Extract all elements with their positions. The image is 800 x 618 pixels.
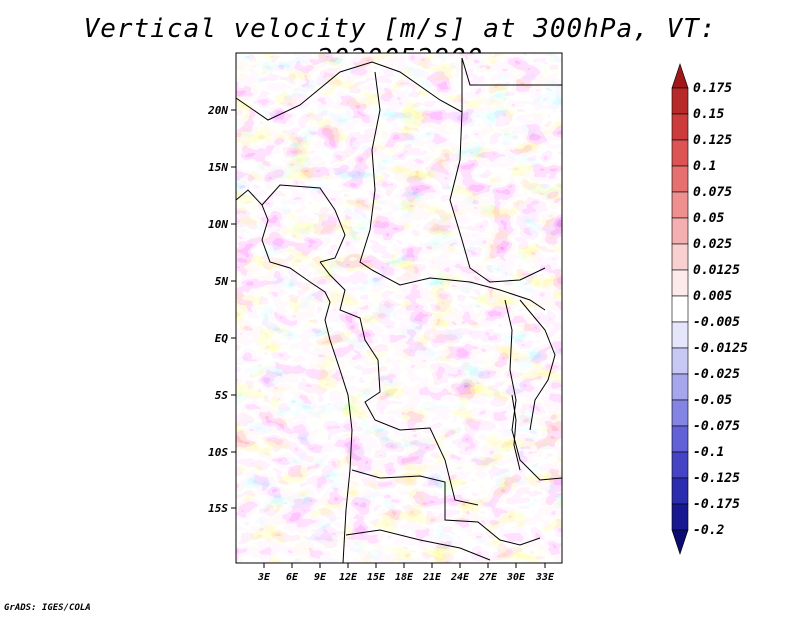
lon-tick-label: 21E (422, 572, 442, 583)
colorbar-swatch (671, 477, 689, 505)
lon-axis: 3E 6E 9E 12E 15E 18E 21E 24E 27E 30E 33E (257, 563, 555, 583)
colorbar-label: -0.0125 (693, 341, 748, 356)
colorbar-swatch (671, 321, 689, 349)
colorbar-swatch (671, 425, 689, 453)
colorbar-swatch (671, 191, 689, 219)
credit-label: GrADS: IGES/COLA (4, 603, 91, 613)
colorbar-swatch (671, 451, 689, 479)
colorbar-label: -0.125 (693, 471, 740, 486)
colorbar-swatch (671, 165, 689, 193)
colorbar-label: 0.075 (693, 185, 732, 200)
colorbar-swatch (671, 139, 689, 167)
border-congo (364, 359, 479, 506)
colorbar-swatch (671, 87, 689, 115)
colorbar-swatch (671, 295, 689, 323)
colorbar-min-arrow (671, 529, 689, 555)
colorbar-label: -0.05 (693, 393, 732, 408)
border-namibia (345, 529, 491, 561)
colorbar-label: 0.15 (693, 107, 724, 122)
colorbar-max-arrow (671, 63, 689, 89)
border-car (371, 269, 546, 311)
lon-tick-label: 6E (286, 572, 299, 583)
border-drc-east (504, 299, 562, 481)
lat-axis: 20N 15N 10N 5N EQ 5S 10S 15S (207, 104, 236, 515)
lon-tick-label: 15E (367, 572, 386, 583)
lat-tick-label: 15N (208, 161, 228, 174)
map-frame (235, 52, 563, 564)
country-borders (236, 57, 562, 563)
colorbar-label: -0.075 (693, 419, 740, 434)
colorbar-swatch (671, 373, 689, 401)
lat-tick-label: 20N (207, 104, 228, 117)
lon-tick-label: 12E (339, 572, 358, 583)
lon-tick-label: 27E (478, 572, 498, 583)
colorbar-swatch (671, 503, 689, 531)
lon-tick-label: 33E (535, 572, 555, 583)
colorbar-swatch (671, 243, 689, 271)
border-sudan (461, 57, 562, 112)
lat-tick-label: 10N (208, 218, 228, 231)
velocity-field (236, 53, 562, 563)
lat-tick-label: 5S (215, 389, 229, 402)
lat-tick-label: 15S (208, 502, 228, 515)
lon-tick-label: 24E (450, 572, 470, 583)
lon-tick-label: 9E (314, 572, 327, 583)
border-chad (359, 71, 381, 271)
border-lakes (511, 394, 521, 471)
border-sahara (236, 61, 463, 121)
colorbar-swatch (671, 399, 689, 427)
lat-tick-label: 10S (208, 446, 228, 459)
colorbar-label: 0.1 (693, 159, 716, 174)
colorbar-label: 0.0125 (693, 263, 740, 278)
colorbar-label: 0.005 (693, 289, 732, 304)
colorbar-label: -0.175 (693, 497, 740, 512)
border-angola-zambia (351, 469, 541, 546)
colorbar-swatch (671, 347, 689, 375)
colorbar-label: 0.025 (693, 237, 732, 252)
lon-tick-label: 30E (506, 572, 526, 583)
colorbar-label: -0.005 (693, 315, 740, 330)
colorbar-swatch (671, 113, 689, 141)
colorbar-swatch (671, 217, 689, 245)
colorbar: 0.175 0.15 0.125 0.1 0.075 0.05 0.025 0.0125 0.0… (671, 63, 748, 555)
lat-tick-label: 5N (215, 275, 229, 288)
border-nigeria (261, 184, 346, 263)
colorbar-label: -0.2 (693, 523, 724, 538)
colorbar-label: -0.025 (693, 367, 740, 382)
lat-tick-label: EQ (215, 332, 229, 345)
colorbar-swatch (671, 269, 689, 297)
lon-tick-label: 3E (257, 572, 271, 583)
colorbar-label: 0.175 (693, 81, 732, 96)
lon-tick-label: 18E (395, 572, 414, 583)
coastline (236, 189, 353, 563)
border-chad-sudan (449, 111, 546, 283)
colorbar-label: 0.05 (693, 211, 724, 226)
border-east (519, 299, 556, 431)
colorbar-label: 0.125 (693, 133, 732, 148)
border-cameroon (319, 261, 379, 361)
colorbar-label: -0.1 (693, 445, 724, 460)
